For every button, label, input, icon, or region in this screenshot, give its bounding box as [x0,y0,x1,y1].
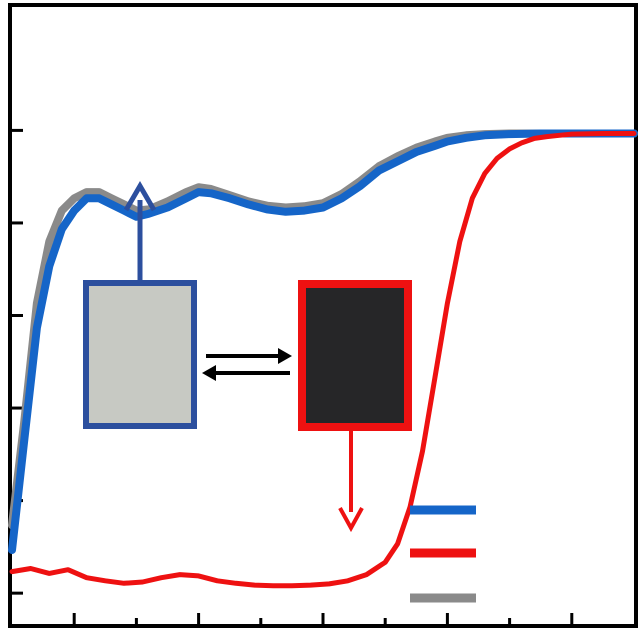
plot-frame [8,3,638,628]
series-layer [8,129,638,589]
series-line-1 [9,131,637,589]
light-sample-pointer [123,181,157,283]
reversible-double-arrow [202,348,292,381]
legend [410,505,476,603]
dark-sample-swatch [298,280,412,431]
light-sample-swatch [83,280,197,429]
series-line-0 [8,129,638,554]
dark-sample-pointer [338,427,364,533]
x-axis-ticks [72,613,574,624]
